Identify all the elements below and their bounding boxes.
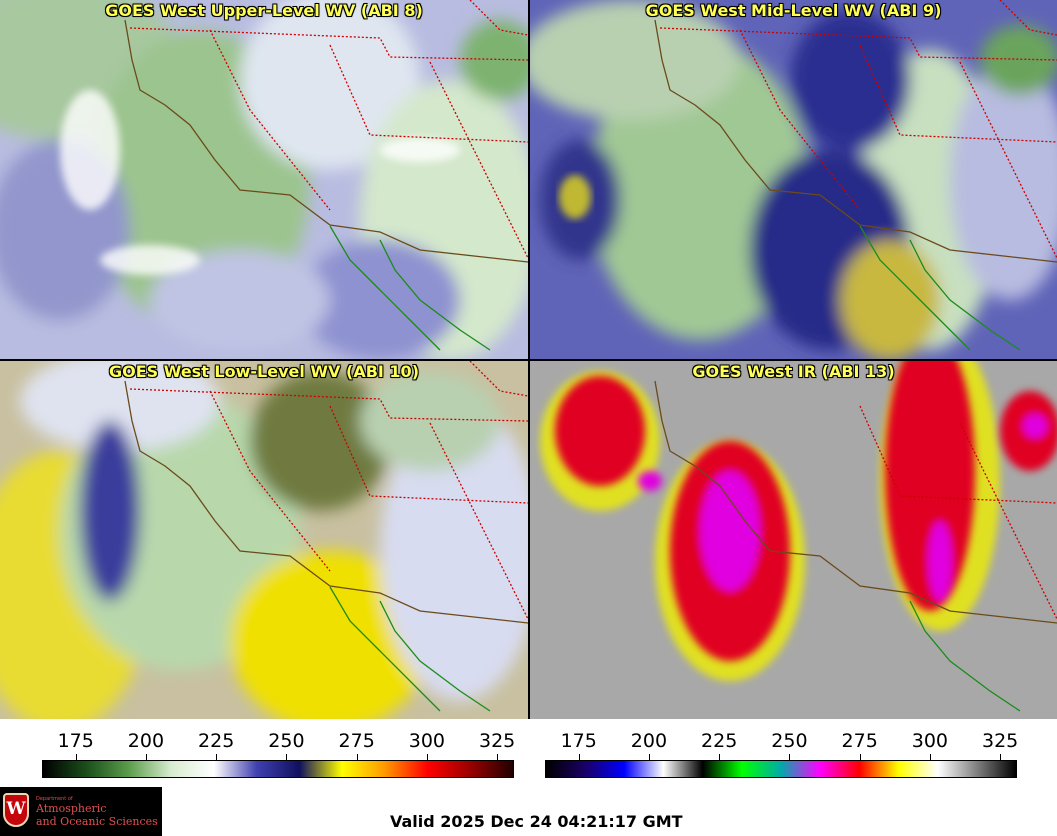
panel-title: GOES West Upper-Level WV (ABI 8): [105, 1, 423, 20]
scale-tick-mark: [426, 754, 428, 761]
scale-tick-label: 325: [479, 730, 516, 752]
scale-tick-mark: [1000, 754, 1002, 761]
scale-tick-mark: [859, 754, 861, 761]
scale-tick-mark: [75, 754, 77, 761]
upper-wv-imagery: [0, 0, 528, 359]
scale-tick-label: 250: [771, 730, 808, 752]
low-wv-imagery: [0, 361, 528, 719]
scale-tick-label: 250: [268, 730, 305, 752]
scale-tick-label: 275: [841, 730, 878, 752]
scale-tick-label: 225: [198, 730, 235, 752]
panel-title: GOES West Low-Level WV (ABI 10): [108, 362, 419, 381]
mid-wv-imagery: [530, 0, 1057, 359]
scale-tick-label: 325: [982, 730, 1019, 752]
ir-imagery: [530, 361, 1057, 719]
wv-scale-ticks: 175 200 225 250 275 300 325: [42, 722, 516, 762]
panel-mid-wv: GOES West Mid-Level WV (ABI 9): [530, 0, 1057, 359]
scale-tick-mark: [719, 754, 721, 761]
scale-tick-mark: [356, 754, 358, 761]
ir-scale-ticks: 175 200 225 250 275 300 325: [545, 722, 1019, 762]
valid-time: Valid 2025 Dec 24 04:21:17 GMT: [390, 812, 683, 831]
scale-tick-mark: [578, 754, 580, 761]
ir-color-scale: 175 200 225 250 275 300 325: [545, 722, 1019, 782]
panel-upper-wv: GOES West Upper-Level WV (ABI 8): [0, 0, 528, 359]
scale-tick-label: 175: [57, 730, 94, 752]
scale-tick-mark: [789, 754, 791, 761]
scale-tick-label: 200: [127, 730, 165, 752]
scale-tick-label: 175: [560, 730, 597, 752]
logo-dept-text: Department of: [36, 796, 73, 802]
scale-tick-mark: [497, 754, 499, 761]
uw-crest-icon: W: [3, 793, 29, 827]
scale-tick-label: 275: [338, 730, 375, 752]
scale-tick-label: 200: [630, 730, 668, 752]
panel-title: GOES West IR (ABI 13): [692, 362, 895, 381]
wv-color-bar: [42, 760, 514, 778]
aos-logo: W Department of Atmospheric and Oceanic …: [0, 787, 162, 836]
panel-low-wv: GOES West Low-Level WV (ABI 10): [0, 361, 528, 719]
scale-tick-mark: [145, 754, 147, 761]
scale-tick-label: 225: [701, 730, 738, 752]
scale-tick-label: 300: [408, 730, 446, 752]
wv-color-scale: 175 200 225 250 275 300 325: [42, 722, 516, 782]
scale-tick-mark: [648, 754, 650, 761]
panel-ir: GOES West IR (ABI 13): [530, 361, 1057, 719]
scale-tick-mark: [216, 754, 218, 761]
logo-line1: Atmospheric: [36, 802, 107, 815]
scale-tick-mark: [286, 754, 288, 761]
scale-tick-mark: [929, 754, 931, 761]
ir-color-bar: [545, 760, 1017, 778]
panel-title: GOES West Mid-Level WV (ABI 9): [645, 1, 942, 20]
panel-divider-horizontal: [0, 359, 1057, 361]
scale-tick-label: 300: [911, 730, 949, 752]
logo-line2: and Oceanic Sciences: [36, 815, 158, 828]
